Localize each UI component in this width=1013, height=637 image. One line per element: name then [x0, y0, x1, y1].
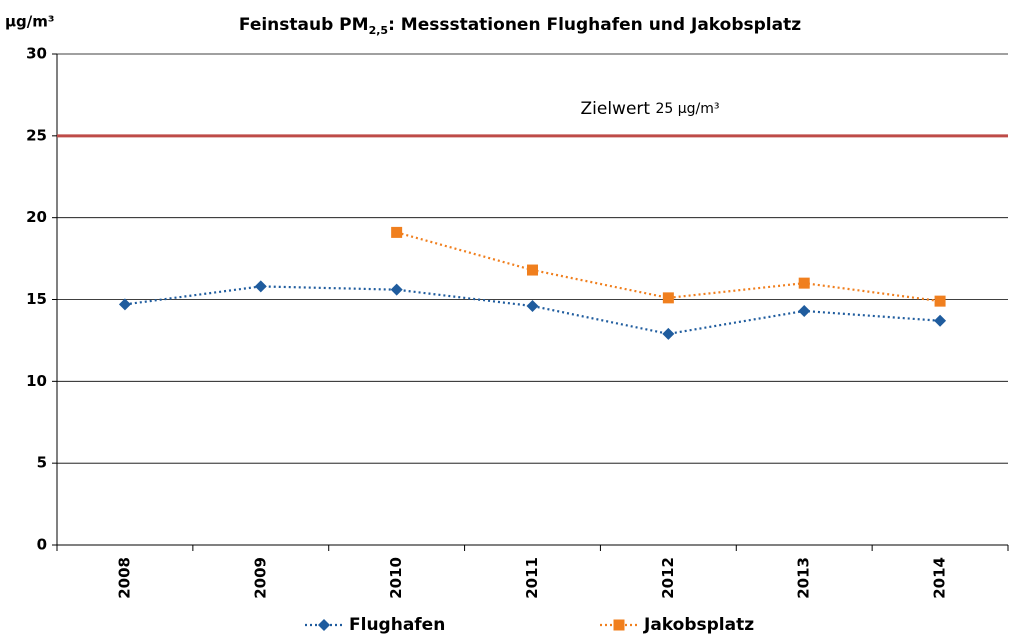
legend-marker: [613, 619, 625, 631]
data-point: [798, 304, 811, 317]
y-axis-label: µg/m³: [5, 13, 54, 31]
y-tick-label: 25: [26, 126, 47, 144]
data-point: [662, 327, 675, 340]
x-tick-label: 2012: [659, 557, 677, 599]
legend-label: Flughafen: [349, 615, 445, 635]
data-point: [527, 264, 538, 276]
legend-marker: [318, 619, 330, 631]
reference-label-text: Zielwert: [580, 99, 650, 119]
reference-label: Zielwert 25 µg/m³: [580, 99, 719, 119]
title-part: Feinstaub PM: [239, 15, 369, 35]
data-point: [934, 295, 946, 307]
y-tick-label: 10: [26, 372, 47, 390]
data-point: [798, 277, 810, 289]
data-point: [254, 280, 267, 293]
x-tick-label: 2008: [115, 557, 133, 599]
title-part: : Messstationen Flughafen und Jakobsplat…: [388, 15, 801, 35]
x-tick-label: 2011: [523, 557, 541, 599]
y-tick-label: 30: [26, 45, 47, 63]
x-tick-label: 2014: [931, 557, 949, 599]
y-tick-label: 0: [37, 536, 47, 554]
y-tick-label: 15: [26, 290, 47, 308]
y-tick-label: 20: [26, 208, 47, 226]
data-point: [118, 298, 131, 311]
reference-label-unit: 25 µg/m³: [655, 101, 719, 117]
title-subscript: 2,5: [369, 24, 389, 37]
y-tick-label: 5: [37, 454, 47, 472]
series-line: [396, 231, 941, 303]
x-tick-label: 2009: [251, 557, 269, 599]
legend-label: Jakobsplatz: [643, 615, 754, 635]
data-point: [934, 314, 947, 327]
data-point: [390, 283, 403, 296]
data-point: [526, 300, 539, 313]
data-point: [662, 292, 674, 304]
x-tick-label: 2010: [387, 557, 405, 599]
data-point: [391, 226, 403, 238]
x-tick-label: 2013: [795, 557, 813, 599]
chart-title: Feinstaub PM2,5: Messstationen Flughafen…: [239, 15, 801, 37]
